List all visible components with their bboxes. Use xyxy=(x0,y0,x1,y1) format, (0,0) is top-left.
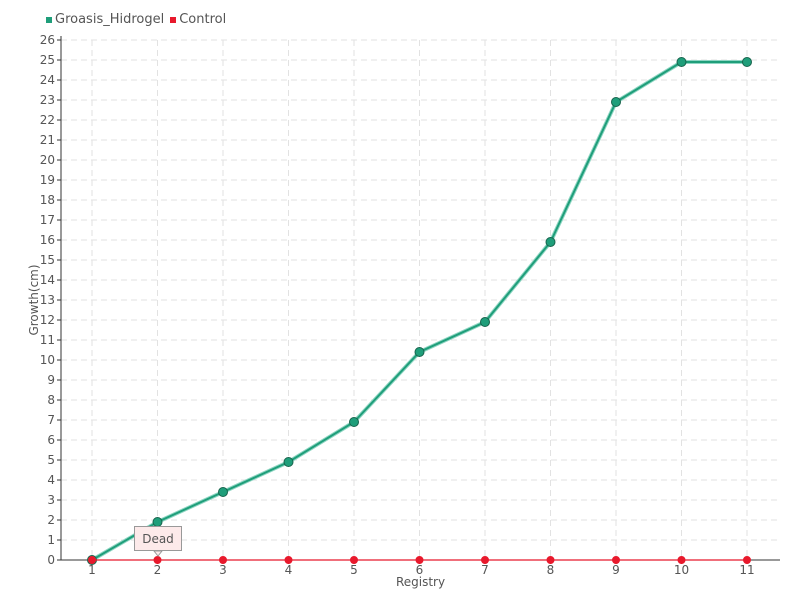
y-tick-label: 23 xyxy=(40,93,55,107)
y-tick-label: 7 xyxy=(47,413,55,427)
legend-label-groasis: Groasis_Hidrogel xyxy=(55,12,165,27)
data-point-control xyxy=(743,556,751,564)
x-axis-title: Registry xyxy=(396,575,445,589)
data-point-control xyxy=(415,556,424,564)
data-point-groasis-hidrogel xyxy=(283,457,294,467)
legend-item-groasis[interactable]: Groasis_Hidrogel xyxy=(46,12,164,27)
data-point-groasis-hidrogel xyxy=(742,57,752,67)
data-point-control xyxy=(481,556,489,564)
y-tick-label: 25 xyxy=(40,53,55,67)
data-point-groasis-hidrogel xyxy=(414,347,425,357)
y-tick-label: 15 xyxy=(40,253,55,267)
y-tick-label: 17 xyxy=(40,213,55,227)
legend: Groasis_Hidrogel Control xyxy=(46,12,226,27)
y-tick-label: 4 xyxy=(47,473,55,487)
data-point-groasis-hidrogel xyxy=(676,57,687,67)
data-point-control xyxy=(284,556,293,564)
x-tick-label: 4 xyxy=(285,563,293,577)
data-point-groasis-hidrogel xyxy=(545,237,556,247)
y-tick-label: 24 xyxy=(40,73,55,87)
y-tick-label: 19 xyxy=(40,173,55,187)
tooltip-text: Dead xyxy=(142,531,174,546)
data-point-control xyxy=(219,556,227,564)
y-tick-label: 6 xyxy=(47,433,55,447)
y-tick-label: 11 xyxy=(40,333,55,347)
data-point-control xyxy=(677,556,686,564)
y-tick-label: 0 xyxy=(47,553,55,567)
data-point-control xyxy=(153,556,162,564)
y-tick-label: 1 xyxy=(47,533,55,547)
y-tick-label: 13 xyxy=(40,293,55,307)
data-point-groasis-hidrogel xyxy=(611,97,621,107)
tooltip: Dead xyxy=(134,526,182,551)
data-point-control xyxy=(612,556,620,564)
x-tick-label: 3 xyxy=(219,563,227,577)
legend-swatch-control xyxy=(170,16,177,23)
data-point-control xyxy=(350,556,358,564)
data-point-groasis-hidrogel xyxy=(349,417,359,427)
legend-swatch-groasis xyxy=(46,16,52,23)
y-tick-label: 20 xyxy=(40,153,55,167)
y-tick-label: 5 xyxy=(47,453,55,467)
data-point-groasis-hidrogel xyxy=(480,317,490,327)
data-point-control xyxy=(546,556,555,564)
x-tick-label: 10 xyxy=(674,563,689,577)
legend-item-control[interactable]: Control xyxy=(170,12,226,27)
y-tick-label: 14 xyxy=(40,273,55,287)
x-tick-label: 6 xyxy=(416,563,424,577)
y-tick-label: 21 xyxy=(40,133,55,147)
y-tick-label: 9 xyxy=(47,373,55,387)
x-tick-label: 8 xyxy=(547,563,555,577)
y-axis-title: Growth(cm) xyxy=(27,264,41,335)
y-tick-label: 12 xyxy=(40,313,55,327)
y-tick-label: 26 xyxy=(40,33,55,47)
tooltip-pointer xyxy=(152,550,164,557)
x-tick-label: 11 xyxy=(739,563,754,577)
x-tick-label: 9 xyxy=(612,563,620,577)
data-point-control xyxy=(88,556,96,564)
y-tick-label: 22 xyxy=(40,113,55,127)
x-tick-label: 1 xyxy=(88,563,96,577)
y-tick-label: 8 xyxy=(47,393,55,407)
data-point-groasis-hidrogel xyxy=(218,487,228,497)
x-tick-label: 2 xyxy=(154,563,162,577)
y-tick-label: 2 xyxy=(47,513,55,527)
y-tick-label: 16 xyxy=(40,233,55,247)
x-tick-label: 5 xyxy=(350,563,358,577)
y-tick-label: 10 xyxy=(40,353,55,367)
legend-label-control: Control xyxy=(179,12,227,27)
x-tick-label: 7 xyxy=(481,563,489,577)
y-tick-label: 3 xyxy=(47,493,55,507)
y-tick-label: 18 xyxy=(40,193,55,207)
